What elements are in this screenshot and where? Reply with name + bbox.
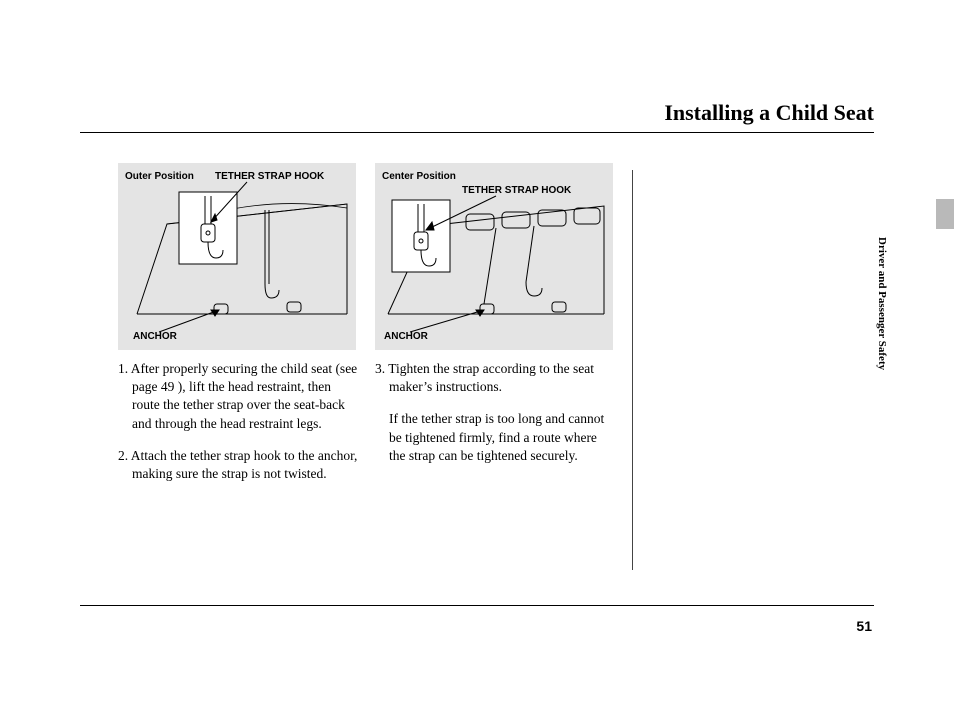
step-1: 1. After properly securing the child sea…	[118, 360, 358, 433]
section-label: Driver and Passenger Safety	[876, 237, 888, 370]
tether-note: If the tether strap is too long and cann…	[389, 410, 615, 465]
step-2-text: Attach the tether strap hook to the anch…	[131, 448, 358, 481]
step-1-num: 1.	[118, 361, 128, 376]
page-title: Installing a Child Seat	[80, 100, 874, 126]
figure-outer-position: Outer Position TETHER STRAP HOOK ANCHOR	[118, 163, 356, 350]
step-2: 2. Attach the tether strap hook to the a…	[118, 447, 358, 483]
page-number: 51	[856, 618, 872, 634]
figure-center-position: Center Position TETHER STRAP HOOK ANCHOR	[375, 163, 613, 350]
step-3-num: 3.	[375, 361, 385, 376]
footer-rule	[80, 605, 874, 606]
step-2-num: 2.	[118, 448, 128, 463]
step-3: 3. Tighten the strap according to the se…	[375, 360, 615, 396]
column-divider	[632, 170, 633, 570]
center-position-illustration	[376, 164, 612, 349]
section-tab	[936, 199, 954, 229]
step-1-text: After properly securing the child seat (…	[131, 361, 357, 431]
outer-position-illustration	[119, 164, 355, 349]
step-3-text: Tighten the strap according to the seat …	[388, 361, 594, 394]
